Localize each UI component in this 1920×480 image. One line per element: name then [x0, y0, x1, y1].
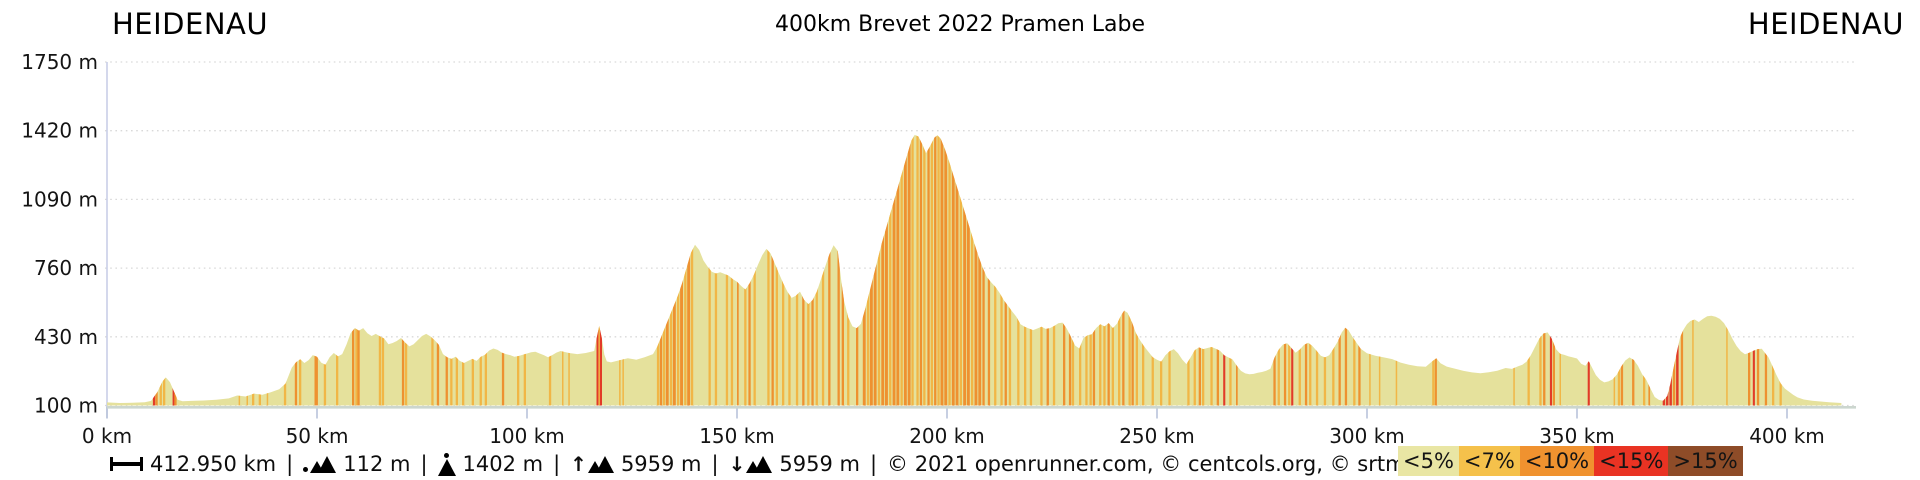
svg-text:300 km: 300 km	[1329, 424, 1405, 448]
gradient-legend: <5% <7% <10% <15% >15%	[1398, 446, 1743, 476]
svg-text:200 km: 200 km	[909, 424, 985, 448]
stat-min-elevation: 112 m	[303, 452, 410, 476]
separator: |	[869, 452, 878, 476]
svg-text:1420 m: 1420 m	[21, 119, 98, 143]
svg-text:400 km: 400 km	[1749, 424, 1825, 448]
legend-band-gt15: >15%	[1668, 446, 1743, 476]
chart-title: 400km Brevet 2022 Pramen Labe	[774, 12, 1146, 37]
svg-text:760 m: 760 m	[34, 256, 98, 280]
separator: |	[286, 452, 294, 476]
legend-band-lt5: <5%	[1398, 446, 1459, 476]
stat-min-elevation-value: 112 m	[343, 452, 411, 476]
stat-descent: ↓ 5959 m	[729, 452, 860, 476]
svg-text:1090 m: 1090 m	[21, 187, 98, 211]
svg-text:150 km: 150 km	[699, 424, 775, 448]
stat-ascent: ↑ 5959 m	[570, 452, 701, 476]
stat-max-elevation-value: 1402 m	[462, 452, 544, 476]
svg-text:0 km: 0 km	[82, 424, 132, 448]
min-elevation-icon	[303, 455, 337, 473]
svg-text:50 km: 50 km	[286, 424, 349, 448]
stat-ascent-value: 5959 m	[620, 452, 702, 476]
max-elevation-icon	[437, 452, 456, 476]
legend-band-lt10: <10%	[1519, 446, 1595, 476]
svg-text:350 km: 350 km	[1539, 424, 1615, 448]
svg-text:100 km: 100 km	[489, 424, 565, 448]
svg-text:430 m: 430 m	[34, 325, 98, 349]
separator: |	[553, 452, 561, 476]
descent-icon: ↓	[729, 454, 773, 474]
separator: |	[420, 452, 428, 476]
stat-distance-value: 412.950 km	[150, 452, 277, 476]
svg-text:100 m: 100 m	[34, 394, 98, 418]
svg-text:1750 m: 1750 m	[21, 50, 98, 74]
stat-max-elevation: 1402 m	[437, 452, 544, 476]
route-end-label: HEIDENAU	[1747, 7, 1904, 41]
route-start-label: HEIDENAU	[112, 7, 269, 41]
separator: |	[711, 452, 719, 476]
svg-text:250 km: 250 km	[1119, 424, 1195, 448]
stat-distance: 412.950 km	[110, 452, 276, 476]
route-stats-bar: 412.950 km | 112 m | 1402 m | ↑ 5959 m |…	[110, 452, 1462, 476]
distance-icon	[110, 457, 143, 471]
legend-band-lt7: <7%	[1458, 446, 1520, 476]
stat-descent-value: 5959 m	[779, 452, 860, 476]
ascent-icon: ↑	[570, 454, 614, 474]
credits-text: © 2021 openrunner.com, © centcols.org, ©…	[887, 452, 1463, 476]
legend-band-lt15: <15%	[1594, 446, 1669, 476]
